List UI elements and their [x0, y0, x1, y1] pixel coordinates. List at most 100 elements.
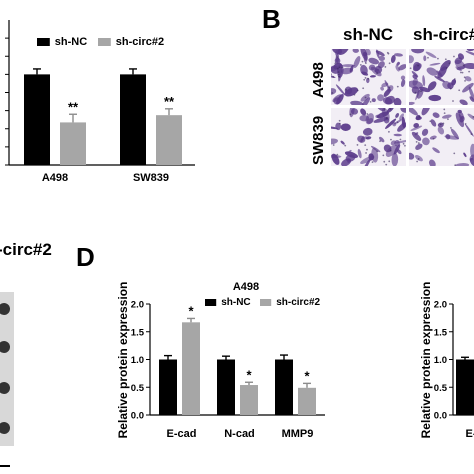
stained-cell: [337, 49, 350, 55]
panel-a-chart: ** A498 ** SW839 sh-NC sh-circ#2: [5, 20, 195, 184]
panel-d-right-labels: 0.0 0.5 1.0 1.5 2.0 E- Relative protein expres…: [419, 282, 474, 440]
panel-d-left-bar-sh-nc: [217, 359, 235, 415]
stained-cell: [423, 55, 427, 62]
membrane-pore: [461, 71, 464, 74]
membrane-pore: [417, 64, 420, 67]
membrane-pore: [361, 60, 364, 63]
stained-cell: [368, 57, 380, 65]
membrane-pore: [338, 75, 340, 78]
stained-cell: [410, 125, 423, 131]
stained-cell: [376, 49, 380, 59]
panel-d-left-y-label: Relative protein expression: [116, 282, 130, 439]
panel-a-legend-label: sh-circ#2: [116, 36, 164, 48]
stained-cell: [457, 53, 465, 60]
membrane-pore: [376, 72, 379, 75]
stained-cell: [427, 81, 437, 91]
membrane-pore: [442, 122, 445, 125]
stained-cell: [400, 108, 406, 113]
stained-cell: [379, 136, 385, 143]
stained-cell: [362, 127, 373, 136]
membrane-pore: [388, 160, 391, 163]
panel-d-left-category-label: N-cad: [224, 428, 255, 440]
stained-cell: [429, 62, 441, 66]
stained-cell: [455, 163, 470, 166]
membrane-pore: [364, 77, 367, 79]
panel-d-right-chart: 0.0 0.5 1.0 1.5 2.0 E- Relative protein expres…: [419, 282, 474, 440]
membrane-pore: [383, 160, 386, 163]
stained-cell: [396, 61, 400, 66]
panel-d-right-category-label: E-: [466, 428, 474, 440]
stained-cell: [409, 55, 414, 64]
panel-d-left-y-tick-label: 0.5: [131, 383, 145, 394]
stained-cell: [467, 113, 474, 121]
stained-cell: [395, 139, 406, 144]
stained-cell: [464, 76, 472, 82]
membrane-pore: [417, 142, 420, 144]
membrane-pore: [366, 148, 368, 151]
membrane-pore: [336, 56, 339, 58]
panel-d-left-bar-sh-nc: [275, 359, 293, 415]
stained-cell: [429, 135, 437, 140]
membrane-pore: [365, 152, 367, 154]
membrane-pore: [336, 67, 339, 70]
panel-d-left-title: A498: [233, 281, 259, 293]
panel-d-left-bar-sh-circ-2: [182, 322, 200, 415]
stained-cell: [413, 61, 421, 71]
panel-a-labels: ** A498 ** SW839 sh-NC sh-circ#2: [37, 36, 175, 184]
membrane-pore: [331, 92, 334, 94]
membrane-pore: [332, 144, 335, 146]
stained-cell: [393, 133, 402, 137]
membrane-pore: [367, 77, 370, 80]
stained-cell: [432, 147, 440, 154]
membrane-pore: [402, 142, 405, 145]
membrane-pore: [388, 62, 391, 65]
stained-cell: [422, 137, 430, 146]
membrane-pore: [453, 152, 456, 155]
membrane-pore: [338, 119, 341, 122]
membrane-pore: [454, 164, 457, 166]
membrane-pore: [359, 63, 362, 66]
panel-d-right-y-tick-label: 0.0: [434, 411, 447, 422]
membrane-pore: [453, 78, 456, 80]
panel-d-right-y-tick-label: 1.0: [434, 355, 447, 366]
panel-a-bar-sh-nc: [120, 74, 146, 165]
membrane-pore: [404, 144, 406, 147]
stained-cell: [466, 49, 474, 52]
membrane-pore: [444, 58, 447, 61]
membrane-pore: [432, 137, 435, 140]
stained-cell: [463, 152, 467, 158]
membrane-pore: [388, 130, 390, 133]
membrane-pore: [468, 70, 471, 73]
panel-d-left-y-tick-label: 1.0: [131, 355, 144, 366]
stained-cell: [376, 108, 386, 112]
stained-cell: [382, 97, 393, 105]
stained-cell: [344, 86, 353, 95]
panel-c-band: [0, 422, 10, 434]
stained-cell: [432, 112, 440, 118]
stained-cell: [390, 54, 396, 63]
stained-cell: [360, 155, 375, 164]
panel-d-left-bar-sh-circ-2: [298, 387, 316, 415]
stained-cell: [341, 158, 352, 166]
stained-cell: [331, 126, 338, 130]
stained-cell: [399, 113, 404, 120]
micrograph-a498-sh-circ2: [409, 49, 474, 105]
panel-a-legend-swatch: [37, 38, 50, 46]
panel-b-letter: B: [262, 4, 281, 34]
panel-d-left-legend-label: sh-NC: [221, 297, 250, 308]
stained-cell: [425, 51, 437, 59]
membrane-pore: [420, 90, 422, 93]
panel-d-left-axes: [146, 303, 325, 416]
membrane-pore: [439, 123, 442, 126]
stained-cell: [394, 53, 403, 57]
panel-a-category-label: SW839: [133, 172, 169, 184]
stained-cell: [445, 134, 451, 140]
membrane-pore: [389, 149, 392, 152]
stained-cell: [393, 97, 402, 105]
panel-d-left-category-label: MMP9: [282, 428, 314, 440]
stained-cell: [381, 82, 389, 88]
stained-cell: [455, 66, 462, 71]
panel-d-left-y-tick-label: 0.0: [131, 411, 144, 422]
membrane-pore: [344, 144, 347, 147]
